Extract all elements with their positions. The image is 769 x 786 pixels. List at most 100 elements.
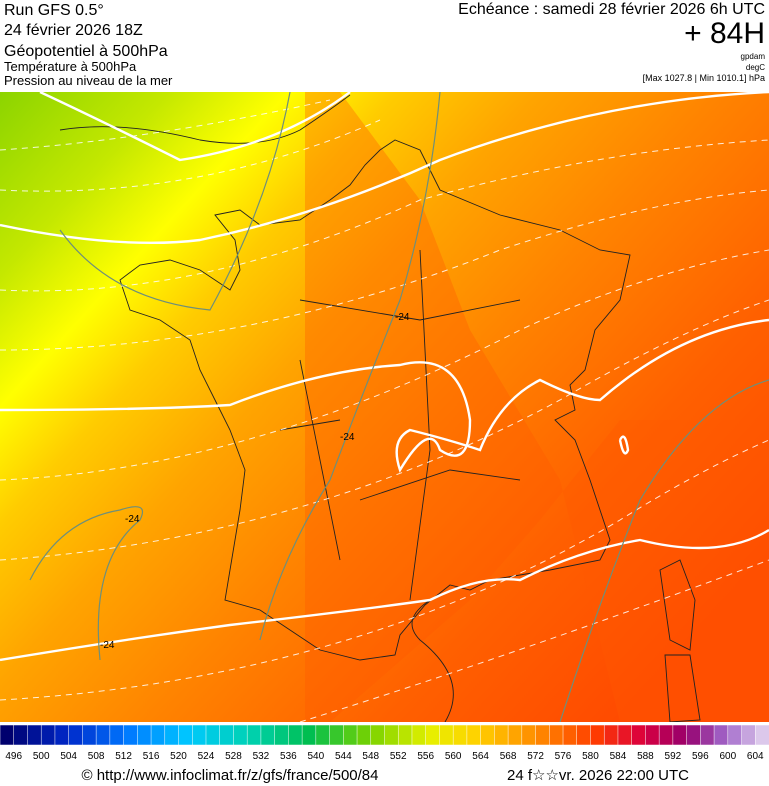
unit: degC [746,63,765,72]
colorbar-label: 568 [500,751,517,762]
colorbar-label: 532 [253,751,270,762]
colorbar-swatch [178,724,193,746]
colorbar-swatch [205,724,221,746]
run-date: 24 février 2026 18Z [4,22,143,39]
colorbar-label: 592 [665,751,682,762]
colorbar-swatch [713,724,729,746]
field-shading [0,92,769,722]
colorbar-swatch [480,724,496,746]
echeance: Echéance : samedi 28 février 2026 6h UTC [458,1,765,18]
colorbar-label: 536 [280,751,297,762]
colorbar-swatch [603,724,619,746]
colorbar-label: 560 [445,751,462,762]
field: Géopotentiel à 500hPa [4,43,168,60]
colorbar-label: 520 [170,751,187,762]
colorbar-label: 580 [582,751,599,762]
colorbar-label: 516 [143,751,160,762]
colorbar-label: 500 [33,751,50,762]
colorbar-swatch [13,724,29,746]
colorbar-swatch [246,724,262,746]
colorbar-label: 600 [719,751,736,762]
colorbar-swatch [425,724,441,746]
colorbar-swatch [329,724,345,746]
colorbar-swatch [95,724,111,746]
colorbar-swatch [576,724,592,746]
colorbar-swatch [631,724,647,746]
colorbar-label: 588 [637,751,654,762]
colorbar-label: 528 [225,751,242,762]
field: Température à 500hPa [4,59,137,74]
colorbar-label: 564 [472,751,489,762]
source-url: © http://www.infoclimat.fr/z/gfs/france/… [81,767,378,784]
colorbar-swatch [411,724,427,746]
field: Pression au niveau de la mer [4,73,173,88]
colorbar-swatch [192,724,207,746]
colorbar-swatch [384,724,399,746]
colorbar-swatch [219,724,235,746]
colorbar-swatch [27,724,42,746]
run: Run GFS 0.5° [4,2,104,19]
isobars [0,92,769,662]
colorbar-label: 508 [88,751,105,762]
contour-label: -24 [100,640,115,651]
lead-time: + 84H [684,17,765,50]
colorbar-swatch [755,724,769,746]
colorbar-swatch [301,724,317,746]
colorbar-swatch [288,724,303,746]
contour-label: -24 [125,514,140,525]
contour-label: -24 [340,432,355,443]
colorbar-swatch [370,724,386,746]
colorbar-label: 576 [555,751,572,762]
colorbar: 496 500 504 508 512 516 520 524 528 532 536 540 544 5… [0,724,769,762]
colorbar-swatch [0,724,15,746]
contour-labels: -24 -24 -24 -24 [100,312,410,651]
colorbar-swatch [150,724,166,746]
colorbar-swatch [40,724,56,746]
colorbar-swatch [233,724,248,746]
colorbar-swatch [54,724,70,746]
colorbar-swatch [343,724,358,746]
colorbar-label: 548 [362,751,379,762]
colorbar-swatch [274,724,290,746]
colorbar-swatch [549,724,564,746]
colorbar-swatch [123,724,139,746]
colorbar-label: 540 [307,751,324,762]
colorbar-label: 604 [747,751,764,762]
unit: gpdam [741,52,766,61]
colorbar-swatch [521,724,537,746]
colorbar-swatch [686,724,702,746]
colorbar-label: 556 [417,751,434,762]
colorbar-swatch [494,724,509,746]
colorbar-label: 552 [390,751,407,762]
colorbar-swatch [452,724,468,746]
colorbar-swatch [672,724,688,746]
colorbar-swatch [109,724,125,746]
colorbar-label: 544 [335,751,352,762]
colorbar-label: 572 [527,751,544,762]
colorbar-swatch [315,724,331,746]
colorbar-swatch [82,724,97,746]
colorbar-swatch [535,724,551,746]
colorbar-label: 496 [5,751,22,762]
colorbar-swatch [137,724,152,746]
colorbar-swatch [700,724,715,746]
geopotential-contours [0,99,769,722]
colorbar-swatch [260,724,276,746]
map-area: -24 -24 -24 -24 [0,92,769,722]
colorbar-swatch [727,724,743,746]
contour-label: -24 [395,312,410,323]
timestamp: 24 f☆☆vr. 2026 22:00 UTC [507,767,689,784]
colorbar-swatch [68,724,84,746]
colorbar-swatch [356,724,372,746]
field-shading [305,92,769,722]
colorbar-swatch [562,724,578,746]
colorbar-label: 512 [115,751,132,762]
colorbar-label: 584 [610,751,627,762]
colorbar-label: 524 [198,751,215,762]
colorbar-swatch [466,724,482,746]
colorbar-swatch [164,724,180,746]
colorbar-swatch [439,724,454,746]
colorbar-swatch [397,724,413,746]
colorbar-swatch [741,724,757,746]
